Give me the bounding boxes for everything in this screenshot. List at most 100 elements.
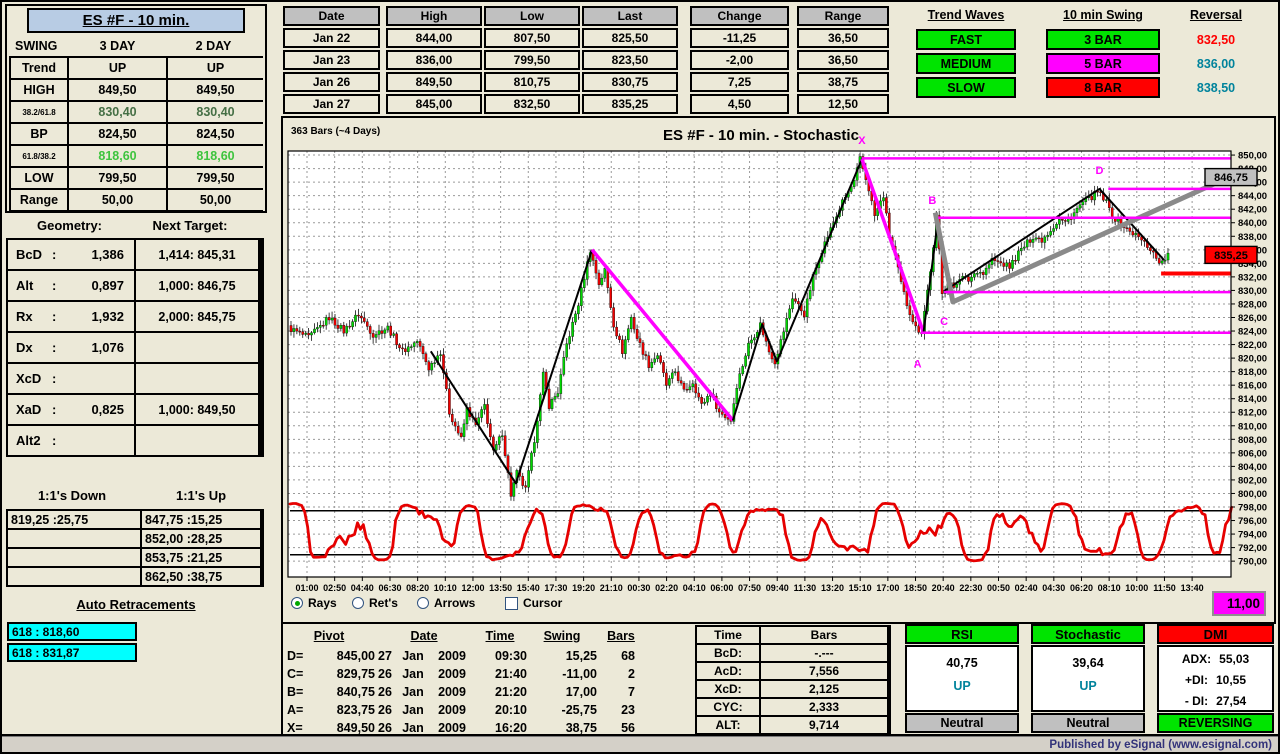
y-axis-label: 806,00	[1238, 448, 1267, 459]
checkbox-label: Cursor	[523, 596, 563, 610]
radio-rets[interactable]: Ret's	[352, 596, 398, 610]
colon: :	[52, 309, 57, 324]
pivot-row: A= 823,75 26 Jan 2009 20:10 -25,75 23	[283, 701, 655, 719]
swing-value-2day: 799,50	[168, 168, 263, 188]
pivot-time: 16:20	[495, 721, 527, 735]
geometry-label: XcD	[16, 371, 42, 386]
date-cell: Jan 27	[283, 94, 380, 114]
daily-change-column: Change -11,25 -2,00 7,25 4,50	[690, 6, 789, 114]
geometry-label: Dx	[16, 340, 33, 355]
pivot-swing: -25,75	[561, 703, 597, 717]
last-cell: 835,25	[582, 94, 678, 114]
geometry-ratio-cell: XaD: 0,825	[8, 395, 134, 424]
indicator-direction: UP	[1079, 679, 1097, 693]
pivot-year: 2009	[438, 721, 466, 735]
pivot-time: 21:20	[495, 685, 527, 699]
indicator-body: 39,64 UP	[1031, 645, 1145, 712]
radio-arrows[interactable]: Arrows	[417, 596, 475, 610]
indicator-value: 39,64	[1072, 656, 1104, 670]
pivot-name: D=	[287, 649, 304, 663]
pivot-table: Pivot Date Time Swing Bars D= 845,00 27 …	[283, 625, 655, 737]
swing-line-black	[922, 217, 940, 333]
pivot-price: 845,00	[336, 649, 375, 663]
header-time: Time	[485, 629, 515, 643]
pivot-bars: 2	[628, 667, 635, 681]
indicator-title: RSI	[905, 624, 1019, 644]
swing-col-2day: 2 DAY	[195, 39, 232, 53]
radio-label: Ret's	[369, 596, 398, 610]
divider	[281, 624, 283, 736]
range-cell: 12,50	[797, 94, 889, 114]
swing-value-3day: 849,50	[69, 80, 166, 100]
symbol-title: ES #F - 10 min.	[27, 8, 245, 33]
ratio-down-cell	[8, 530, 140, 547]
geometry-ratio: 1,076	[91, 340, 124, 355]
swing-value-3day: UP	[69, 58, 166, 78]
pivot-row: C= 829,75 26 Jan 2009 21:40 -11,00 2	[283, 665, 655, 683]
y-axis-label: 840,00	[1238, 218, 1267, 229]
x-axis-label: 13:20	[821, 583, 844, 593]
reversal-value: 838,50	[1196, 80, 1236, 95]
colon: :	[52, 340, 57, 355]
timebars-label: XcD:	[697, 681, 759, 697]
x-axis-label: 02:20	[655, 583, 678, 593]
pivot-bars: 68	[621, 649, 635, 663]
y-axis-label: 832,00	[1238, 272, 1267, 283]
geometry-ratio-cell: Dx: 1,076	[8, 333, 134, 362]
header-swing: Swing	[543, 629, 581, 643]
pivot-month: Jan	[402, 703, 424, 717]
ratio-up-cell: 853,75 :21,25	[142, 549, 260, 566]
colon: :	[52, 247, 57, 262]
pivot-year: 2009	[438, 649, 466, 663]
indicator-status: Neutral	[1031, 713, 1145, 733]
y-axis-label: 826,00	[1238, 313, 1267, 324]
y-axis-label: 810,00	[1238, 421, 1267, 432]
radio-icon[interactable]	[291, 597, 303, 609]
timebars-header-time: Time	[697, 627, 759, 643]
radio-rays[interactable]: Rays	[291, 596, 337, 610]
y-axis-label: 794,00	[1238, 530, 1267, 541]
x-axis-label: 15:40	[517, 583, 540, 593]
x-axis-label: 21:10	[600, 583, 623, 593]
range-box: 11,00	[1212, 591, 1266, 616]
radio-icon[interactable]	[417, 597, 429, 609]
ratio-up-cell: 862,50 :38,75	[142, 568, 260, 585]
pivot-year: 2009	[438, 703, 466, 717]
trend-waves-title: Trend Waves	[927, 8, 1005, 22]
geometry-target-cell	[136, 364, 258, 393]
swing-row-label: Range	[11, 190, 67, 210]
price-chart: 363 Bars (~4 Days) ES #F - 10 min. - Stoc…	[287, 126, 1267, 593]
dmi-row: ADX: 55,03	[1159, 649, 1272, 670]
x-axis-label: 07:50	[738, 583, 761, 593]
dmi-label: +DI:	[1184, 673, 1208, 687]
low-cell: 807,50	[484, 28, 580, 48]
dmi-value: 55,03	[1219, 652, 1250, 666]
y-axis-label: 818,00	[1238, 367, 1267, 378]
reversal-list: 832,50 836,00 838,50	[1170, 29, 1262, 98]
checkbox-cursor[interactable]: Cursor	[505, 596, 562, 610]
pivot-day: 26	[378, 721, 392, 735]
pivot-price: 849,50	[336, 721, 375, 735]
pivot-day: 26	[378, 685, 392, 699]
pivot-price: 840,75	[336, 685, 375, 699]
geometry-ratio: 0,897	[91, 278, 124, 293]
checkbox-icon[interactable]	[505, 596, 518, 610]
ratio-down-cell	[8, 549, 140, 566]
geometry-ratio-cell: XcD:	[8, 364, 134, 393]
pivot-swing: 15,25	[565, 649, 597, 663]
pivot-month: Jan	[402, 649, 424, 663]
high-cell: 844,00	[386, 28, 482, 48]
retracement-value: 618 : 818,60	[7, 622, 137, 641]
swing-col-3day: 3 DAY	[99, 39, 136, 53]
x-axis-label: 15:10	[849, 583, 872, 593]
radio-label: Rays	[308, 596, 337, 610]
x-axis-label: 20:40	[932, 583, 955, 593]
swing-value-3day: 830,40	[69, 102, 166, 122]
swing-col-label: SWING	[15, 39, 58, 53]
timebars-value: 7,556	[761, 663, 887, 679]
y-axis-label: 830,00	[1238, 286, 1267, 297]
indicator-value: 40,75	[946, 656, 978, 670]
radio-icon[interactable]	[352, 597, 364, 609]
publisher-credit: Published by eSignal (www.esignal.com)	[1049, 738, 1272, 751]
dmi-value: 10,55	[1215, 673, 1247, 687]
